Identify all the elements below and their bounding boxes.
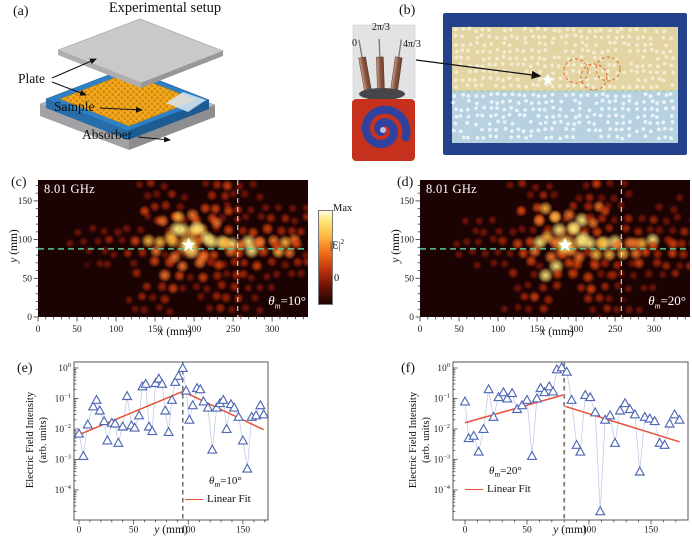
scatter-f-legend: θm=20° Linear Fit: [465, 464, 565, 496]
scatter-e: 0 50 100 150 100 10−1 10−2 10−3 10−4: [38, 348, 278, 545]
svg-text:150: 150: [18, 197, 33, 207]
scatter-e-ylabel: Electric Field Intensity (arb. units): [25, 391, 49, 489]
svg-text:10−2: 10−2: [434, 423, 450, 435]
svg-text:250: 250: [608, 325, 623, 335]
svg-text:0: 0: [409, 313, 414, 323]
heatmap-d-theta-label: θm=20°: [648, 293, 686, 311]
phase-label-4pi3: 4π/3: [403, 39, 421, 50]
linear-fit-swatch: [465, 489, 483, 491]
svg-text:0: 0: [77, 526, 82, 536]
scatter-f: 0 50 100 150 100 10−1 10−2 10−3 10−4: [417, 348, 692, 545]
label-absorber: Absorber: [82, 127, 133, 142]
setup-schematic: [0, 0, 250, 170]
panel-c-tag: (c): [11, 175, 27, 190]
heatmap-c-ylabel: y (mm): [8, 229, 20, 263]
svg-text:100: 100: [181, 526, 196, 536]
svg-text:0: 0: [418, 325, 423, 335]
svg-text:300: 300: [647, 325, 662, 335]
panel-d-tag: (d): [397, 175, 414, 190]
sample-photo: [350, 3, 692, 165]
svg-text:100: 100: [582, 526, 597, 536]
svg-text:0: 0: [27, 313, 32, 323]
svg-text:100: 100: [58, 362, 71, 374]
heatmap-c-theta-label: θm=10°: [268, 293, 306, 311]
svg-text:300: 300: [265, 325, 280, 335]
svg-text:100: 100: [491, 325, 506, 335]
colorbar-max-label: Max: [333, 203, 353, 214]
panel-a-title: Experimental setup: [108, 0, 222, 16]
panel-e-tag: (e): [17, 361, 33, 376]
svg-text:100: 100: [400, 236, 415, 246]
label-sample: Sample: [54, 99, 95, 114]
heatmap-c-freq-label: 8.01 GHz: [44, 182, 96, 196]
svg-text:100: 100: [18, 236, 33, 246]
svg-text:150: 150: [236, 526, 251, 536]
svg-text:10−1: 10−1: [434, 393, 450, 405]
panel-f-tag: (f): [401, 361, 415, 376]
svg-text:50: 50: [405, 274, 415, 284]
svg-text:150: 150: [644, 526, 659, 536]
scatter-f-xlabel: y (mm): [553, 524, 587, 536]
svg-text:50: 50: [72, 325, 82, 335]
heatmap-d: 0 50 100 150 200 250 300 0 50 100 150: [388, 176, 692, 339]
panel-b-tag: (b): [399, 3, 416, 18]
svg-text:10−3: 10−3: [55, 454, 71, 466]
svg-text:50: 50: [23, 274, 33, 284]
svg-text:200: 200: [187, 325, 202, 335]
svg-text:100: 100: [109, 325, 124, 335]
svg-text:250: 250: [226, 325, 241, 335]
svg-text:10−2: 10−2: [55, 423, 71, 435]
svg-text:10−1: 10−1: [55, 393, 71, 405]
svg-text:100: 100: [437, 362, 450, 374]
heatmap-d-xlabel: x (mm): [540, 326, 574, 338]
svg-text:10−4: 10−4: [55, 484, 72, 496]
svg-text:10−3: 10−3: [434, 454, 450, 466]
svg-text:150: 150: [530, 325, 545, 335]
linear-fit-swatch: [185, 499, 203, 501]
svg-text:50: 50: [454, 325, 464, 335]
colorbar: [318, 210, 333, 305]
svg-text:50: 50: [129, 526, 139, 536]
svg-text:10−4: 10−4: [434, 484, 451, 496]
panel-a-tag: (a): [13, 4, 29, 19]
phase-label-2pi3: 2π/3: [372, 22, 390, 33]
heatmap-d-ylabel: y (mm): [390, 229, 402, 263]
scatter-f-ylabel: Electric Field Intensity (arb. units): [408, 391, 432, 489]
svg-text:150: 150: [148, 325, 163, 335]
colorbar-quantity-label: |E|2: [330, 238, 345, 252]
colorbar-min-label: 0: [334, 273, 340, 284]
svg-text:150: 150: [400, 197, 415, 207]
heatmap-d-freq-label: 8.01 GHz: [426, 182, 478, 196]
svg-text:0: 0: [36, 325, 41, 335]
svg-text:200: 200: [569, 325, 584, 335]
svg-text:50: 50: [522, 526, 532, 536]
heatmap-c-xlabel: x (mm): [158, 326, 192, 338]
heatmap-c: 0 50 100 150 200 250 300 0 50 100 150: [6, 176, 316, 339]
scatter-e-xlabel: y (mm): [154, 524, 188, 536]
label-plate: Plate: [18, 71, 45, 86]
svg-text:0: 0: [463, 526, 468, 536]
phase-label-0: 0: [352, 38, 357, 49]
scatter-e-legend: θm=10° Linear Fit: [185, 474, 285, 506]
